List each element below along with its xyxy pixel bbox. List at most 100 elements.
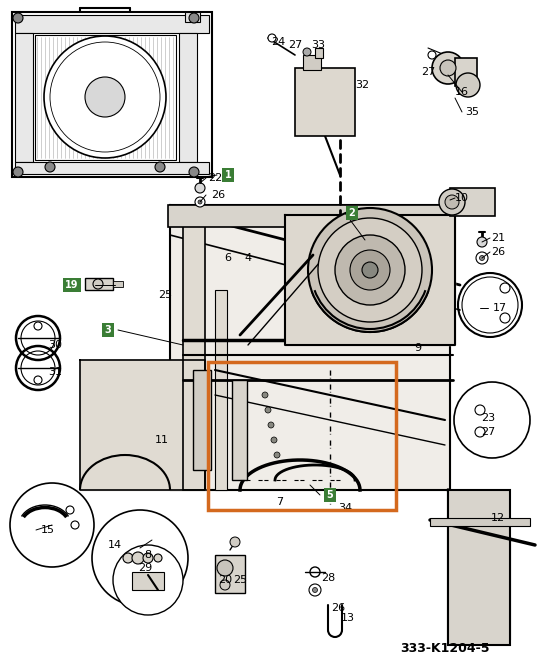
Text: 23: 23 — [481, 413, 495, 423]
Bar — [183, 205, 205, 490]
Circle shape — [143, 553, 153, 563]
Text: 27: 27 — [481, 427, 495, 437]
Circle shape — [217, 560, 233, 576]
Bar — [35, 35, 176, 160]
Circle shape — [475, 427, 485, 437]
Circle shape — [71, 521, 79, 529]
Bar — [208, 362, 396, 510]
Circle shape — [456, 73, 480, 97]
Circle shape — [274, 452, 280, 458]
Text: 12: 12 — [491, 513, 505, 523]
Bar — [15, 162, 209, 174]
Circle shape — [123, 553, 133, 563]
Bar — [215, 290, 227, 490]
Bar — [232, 380, 247, 480]
Circle shape — [45, 162, 55, 172]
Circle shape — [195, 183, 205, 193]
Bar — [168, 205, 453, 227]
Text: 35: 35 — [465, 107, 479, 117]
Circle shape — [313, 587, 318, 592]
Text: 16: 16 — [455, 87, 469, 97]
Text: 13: 13 — [341, 613, 355, 623]
Circle shape — [271, 437, 277, 443]
Circle shape — [268, 34, 276, 42]
Text: 11: 11 — [155, 435, 169, 445]
Bar — [132, 572, 164, 590]
Circle shape — [428, 51, 436, 59]
Text: 22: 22 — [208, 173, 222, 183]
Bar — [193, 370, 211, 470]
Circle shape — [476, 252, 488, 264]
Circle shape — [220, 580, 230, 590]
Polygon shape — [170, 205, 450, 490]
Bar — [430, 518, 530, 526]
Text: 333-K1204-5: 333-K1204-5 — [400, 641, 490, 655]
Circle shape — [189, 13, 199, 23]
Circle shape — [155, 162, 165, 172]
Text: 26: 26 — [331, 603, 345, 613]
Circle shape — [335, 235, 405, 305]
Circle shape — [154, 554, 162, 562]
Circle shape — [308, 208, 432, 332]
Bar — [303, 55, 321, 70]
Circle shape — [477, 237, 487, 247]
Circle shape — [44, 36, 166, 158]
Circle shape — [454, 382, 530, 458]
Text: 24: 24 — [271, 37, 285, 47]
Bar — [315, 48, 323, 58]
Text: 1: 1 — [225, 170, 231, 180]
Circle shape — [480, 256, 484, 261]
Circle shape — [34, 322, 42, 330]
Bar — [15, 33, 33, 162]
Circle shape — [440, 60, 456, 76]
Text: 26: 26 — [491, 247, 505, 257]
Bar — [179, 33, 197, 162]
Circle shape — [13, 167, 23, 177]
Text: 32: 32 — [355, 80, 369, 90]
Text: 30: 30 — [48, 340, 62, 350]
Polygon shape — [80, 360, 205, 490]
Text: 7: 7 — [276, 497, 284, 507]
Text: 31: 31 — [48, 367, 62, 377]
Circle shape — [198, 200, 202, 204]
Text: 21: 21 — [491, 233, 505, 243]
Circle shape — [350, 250, 390, 290]
Circle shape — [85, 77, 125, 117]
Bar — [295, 68, 355, 136]
Circle shape — [92, 510, 188, 606]
Circle shape — [195, 197, 205, 207]
Circle shape — [189, 167, 199, 177]
Bar — [215, 555, 245, 593]
Polygon shape — [285, 215, 455, 345]
Text: 14: 14 — [108, 540, 122, 550]
Text: 34: 34 — [338, 503, 352, 513]
Circle shape — [500, 313, 510, 323]
Text: 10: 10 — [455, 193, 469, 203]
Bar — [450, 188, 495, 216]
Circle shape — [362, 262, 378, 278]
Circle shape — [475, 405, 485, 415]
Text: 29: 29 — [138, 563, 152, 573]
Text: 27: 27 — [421, 67, 435, 77]
Circle shape — [230, 537, 240, 547]
Bar — [15, 15, 209, 33]
Text: 5: 5 — [327, 490, 333, 500]
Circle shape — [34, 376, 42, 384]
Text: 2: 2 — [349, 208, 355, 218]
Circle shape — [265, 407, 271, 413]
Text: 15: 15 — [41, 525, 55, 535]
Text: 26: 26 — [211, 190, 225, 200]
Circle shape — [113, 545, 183, 615]
Text: 3: 3 — [105, 325, 111, 335]
Text: 25: 25 — [233, 575, 247, 585]
Circle shape — [66, 506, 74, 514]
Bar — [85, 278, 113, 290]
Text: 33: 33 — [311, 40, 325, 50]
Circle shape — [303, 48, 311, 56]
Bar — [185, 12, 200, 22]
Circle shape — [268, 422, 274, 428]
Text: 25: 25 — [158, 290, 172, 300]
Circle shape — [445, 195, 459, 209]
Circle shape — [10, 483, 94, 567]
Circle shape — [93, 279, 103, 289]
